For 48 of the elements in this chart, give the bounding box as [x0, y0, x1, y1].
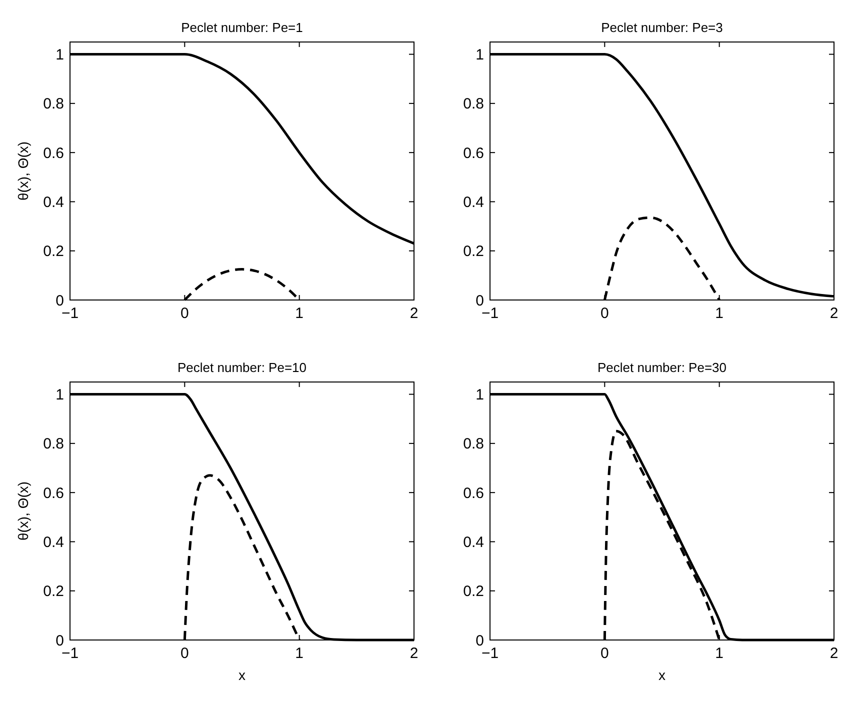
x-tick-label: −1 — [61, 645, 79, 662]
y-tick-label: 0.4 — [463, 534, 484, 551]
y-tick-label: 0.4 — [463, 194, 484, 211]
x-tick-label: 2 — [830, 645, 838, 662]
chart-title: Peclet number: Pe=1 — [181, 20, 303, 35]
x-tick-label: 0 — [180, 305, 189, 322]
x-tick-label: 0 — [600, 305, 609, 322]
y-tick-label: 0 — [476, 292, 484, 310]
x-tick-label: 1 — [715, 305, 724, 322]
y-tick-label: 0.6 — [43, 484, 64, 502]
y-tick-label: 0.6 — [463, 144, 484, 162]
y-axis-title: θ(x), Θ(x) — [15, 141, 31, 201]
x-tick-label: −1 — [61, 305, 79, 322]
y-tick-label: 0.8 — [43, 436, 64, 453]
y-tick-label: 0 — [56, 632, 64, 650]
y-tick-label: 0.8 — [463, 436, 484, 453]
y-tick-label: 0.4 — [43, 534, 64, 551]
y-tick-label: 0.6 — [463, 484, 484, 502]
x-axis-title: x — [238, 667, 246, 683]
chart-title: Peclet number: Pe=30 — [598, 360, 726, 375]
y-tick-label: 1 — [56, 46, 64, 64]
x-tick-label: 1 — [715, 645, 724, 662]
y-tick-label: 0 — [476, 632, 484, 650]
y-tick-label: 1 — [476, 46, 484, 64]
y-tick-label: 0.8 — [463, 96, 484, 113]
x-tick-label: −1 — [481, 305, 499, 322]
y-tick-label: 1 — [56, 386, 64, 404]
x-tick-label: 2 — [830, 305, 838, 322]
x-tick-label: 2 — [410, 305, 418, 322]
y-tick-label: 0 — [56, 292, 64, 310]
x-tick-label: 1 — [295, 645, 304, 662]
y-tick-label: 1 — [476, 386, 484, 404]
y-tick-label: 0.4 — [43, 194, 64, 211]
x-axis-title: x — [658, 667, 666, 683]
y-tick-label: 0.2 — [463, 243, 484, 260]
y-tick-label: 0.2 — [43, 583, 64, 600]
y-tick-label: 0.6 — [43, 144, 64, 162]
x-tick-label: 0 — [600, 645, 609, 662]
chart-title: Peclet number: Pe=3 — [601, 20, 723, 35]
x-tick-label: 2 — [410, 645, 418, 662]
y-tick-label: 0.8 — [43, 96, 64, 113]
y-tick-label: 0.2 — [463, 583, 484, 600]
chart-title: Peclet number: Pe=10 — [178, 360, 306, 375]
y-tick-label: 0.2 — [43, 243, 64, 260]
x-tick-label: 0 — [180, 645, 189, 662]
y-axis-title: θ(x), Θ(x) — [15, 481, 31, 541]
x-tick-label: 1 — [295, 305, 304, 322]
x-tick-label: −1 — [481, 645, 499, 662]
